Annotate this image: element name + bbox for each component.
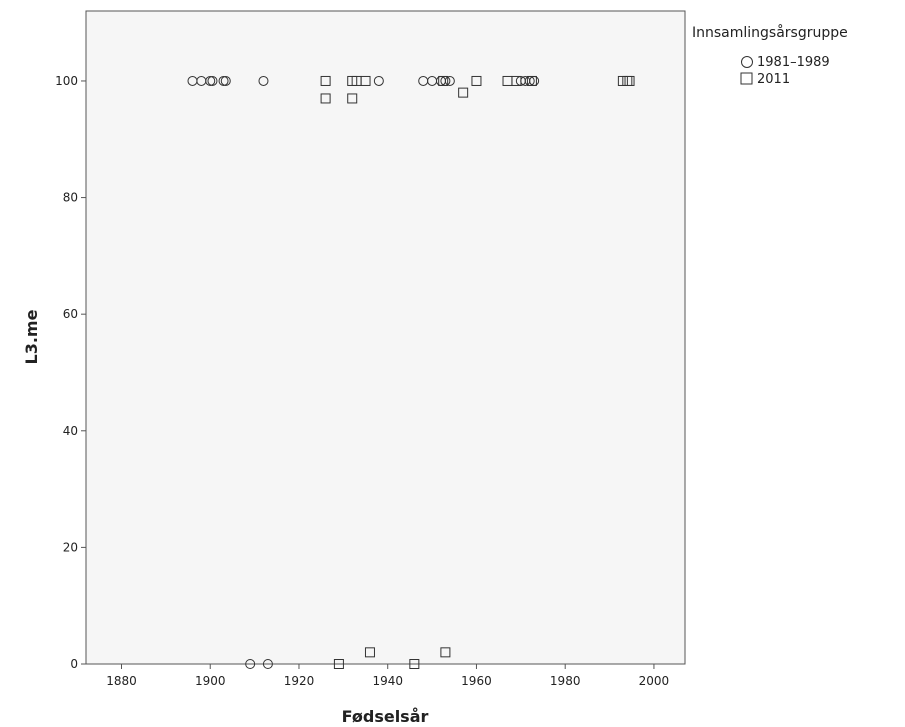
legend-circle-marker	[741, 56, 753, 68]
x-tick-label: 1900	[195, 674, 226, 688]
data-markers	[187, 75, 635, 669]
x-axis-title: Fødselsår	[342, 707, 429, 726]
legend: Innsamlingsårsgruppe 1981–1989 2011	[692, 24, 848, 87]
data-point-series-2	[458, 87, 469, 98]
data-point-series-1	[373, 75, 384, 86]
data-point-series-1	[245, 659, 256, 669]
data-point-series-2	[438, 75, 449, 86]
x-tick-label: 1940	[372, 674, 403, 688]
data-point-series-1	[444, 75, 455, 86]
y-axis: 0 20 40 60 80 100	[55, 74, 86, 671]
data-point-series-2	[440, 647, 451, 658]
y-tick-label: 60	[63, 307, 78, 321]
x-tick-label: 1920	[284, 674, 315, 688]
data-point-series-2	[511, 75, 522, 86]
data-point-series-2	[320, 93, 331, 104]
data-point-series-1	[207, 75, 218, 86]
legend-label-series-1: 1981–1989	[757, 55, 830, 70]
y-tick-label: 20	[63, 540, 78, 554]
data-point-series-2	[333, 659, 344, 669]
data-point-series-2	[347, 93, 358, 104]
data-point-series-1	[205, 75, 216, 86]
data-point-series-2	[320, 75, 331, 86]
x-axis: 1880 1900 1920 1940 1960 1980 2000	[106, 664, 669, 688]
y-tick-label: 0	[70, 657, 78, 671]
x-tick-label: 2000	[639, 674, 670, 688]
data-point-series-2	[364, 647, 375, 658]
y-tick-label: 80	[63, 191, 78, 205]
y-axis-title: L3.me	[22, 309, 41, 364]
data-point-series-2	[526, 75, 537, 86]
y-tick-label: 100	[55, 74, 78, 88]
data-point-series-2	[624, 75, 635, 86]
x-tick-label: 1960	[461, 674, 492, 688]
data-point-series-2	[360, 75, 371, 86]
data-point-series-1	[258, 75, 269, 86]
legend-title: Innsamlingsårsgruppe	[692, 24, 848, 41]
legend-square-marker	[740, 72, 753, 85]
plot-area	[85, 10, 686, 665]
x-tick-label: 1980	[550, 674, 581, 688]
data-point-series-1	[218, 75, 229, 86]
y-tick-label: 40	[63, 424, 78, 438]
data-point-series-2	[409, 659, 420, 669]
data-point-series-1	[220, 75, 231, 86]
data-point-series-1	[262, 659, 273, 669]
x-tick-label: 1880	[106, 674, 137, 688]
legend-label-series-2: 2011	[757, 72, 790, 87]
data-point-series-2	[471, 75, 482, 86]
